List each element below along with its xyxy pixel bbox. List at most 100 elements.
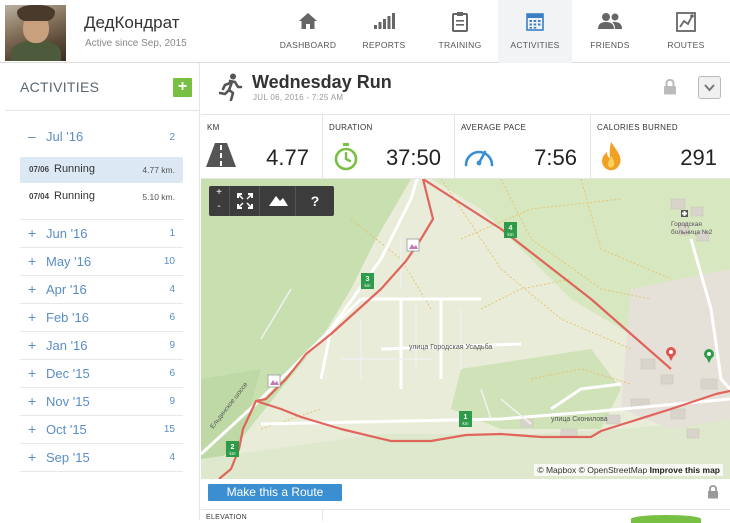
stat-value: 291: [680, 145, 717, 170]
activity-date: JUL 06, 2016 - 7:25 AM: [253, 93, 344, 102]
run-item[interactable]: 07/06 Running 4.77 km.: [20, 157, 183, 183]
map-route-icon: [676, 12, 696, 32]
stat-label: DURATION: [329, 123, 373, 132]
chevron-down-icon: [704, 84, 715, 92]
stat-average-pace: AVERAGE PACE 7:56: [455, 115, 591, 179]
svg-text:km: km: [463, 421, 469, 426]
month-count: 9: [169, 396, 175, 407]
month-group[interactable]: + May '16 10: [20, 248, 183, 276]
km-marker-4[interactable]: 4 km: [504, 222, 517, 238]
month-count: 9: [169, 340, 175, 351]
month-count: 15: [163, 424, 175, 435]
help-button[interactable]: ?: [310, 193, 320, 209]
month-group[interactable]: + Dec '15 6: [20, 360, 183, 388]
svg-text:2: 2: [231, 444, 235, 451]
photo-marker-icon[interactable]: [267, 374, 281, 388]
terrain-button[interactable]: [260, 186, 296, 216]
svg-text:km: km: [230, 451, 236, 456]
month-group[interactable]: + Feb '16 6: [20, 304, 183, 332]
route-map[interactable]: улица Городская Усадьба улица Сконилова …: [201, 179, 730, 479]
nav-friends[interactable]: FRIENDS: [572, 0, 648, 63]
month-group[interactable]: + Apr '16 4: [20, 276, 183, 304]
run-list: 07/06 Running 4.77 km. 07/04 Running 5.1…: [20, 157, 183, 220]
calendar-icon: [526, 13, 544, 31]
expand-icon: +: [28, 421, 37, 437]
flame-icon: [602, 142, 621, 171]
expand-icon: +: [28, 337, 37, 353]
nav-dashboard[interactable]: DASHBOARD: [270, 0, 346, 63]
stat-value: 37:50: [385, 145, 441, 170]
sidebar-header: ACTIVITIES +: [5, 63, 199, 111]
activities-sidebar: ACTIVITIES + – Jul '16 2 07/06 Running 4…: [5, 63, 200, 520]
activity-options-dropdown[interactable]: [698, 76, 721, 99]
month-count: 6: [169, 368, 175, 379]
expand-icon: +: [28, 281, 37, 297]
stat-duration: DURATION 37:50: [323, 115, 455, 179]
mapbox-credit-link[interactable]: © Mapbox: [537, 465, 577, 475]
month-name: Nov '15: [46, 394, 90, 409]
month-name: Jun '16: [46, 226, 88, 241]
clipboard-icon: [452, 12, 468, 32]
km-marker-2[interactable]: 2 km: [226, 441, 239, 457]
stat-label: KM: [207, 123, 220, 132]
nav-routes[interactable]: ROUTES: [648, 0, 724, 63]
stats-bar: KM 4.77 DURATION 37:50 AVERAGE PACE: [201, 114, 730, 179]
nav-training[interactable]: TRAINING: [422, 0, 498, 63]
nav-reports[interactable]: REPORTS: [346, 0, 422, 63]
month-name: Feb '16: [46, 310, 89, 325]
avatar[interactable]: [5, 5, 66, 61]
stat-value: 7:56: [534, 145, 577, 170]
lock-icon[interactable]: [707, 485, 719, 499]
lock-icon[interactable]: [663, 79, 677, 95]
month-group[interactable]: + Jun '16 1: [20, 220, 183, 248]
month-count: 2: [169, 132, 175, 143]
month-name: May '16: [46, 254, 92, 269]
svg-text:3: 3: [366, 276, 370, 283]
nav-label: ROUTES: [667, 40, 705, 50]
month-group[interactable]: + Oct '15 15: [20, 416, 183, 444]
nav-activities[interactable]: ACTIVITIES: [498, 0, 572, 63]
home-icon: [299, 13, 317, 29]
expand-icon: +: [28, 253, 37, 269]
month-group[interactable]: + Nov '15 9: [20, 388, 183, 416]
month-group[interactable]: + Jan '16 9: [20, 332, 183, 360]
stat-label: AVERAGE PACE: [461, 123, 527, 132]
zoom-in-button[interactable]: +: [216, 187, 222, 198]
make-route-button[interactable]: Make this a Route: [208, 484, 342, 501]
fullscreen-icon: [237, 193, 253, 209]
expand-icon: +: [28, 449, 37, 465]
nav-label: ACTIVITIES: [510, 40, 560, 50]
month-group[interactable]: + Sep '15 4: [20, 444, 183, 472]
elevation-strip: ELEVATION: [201, 509, 730, 523]
end-pin-icon[interactable]: [666, 347, 676, 361]
map-canvas[interactable]: улица Городская Усадьба улица Сконилова …: [201, 179, 730, 479]
svg-text:4: 4: [509, 225, 513, 232]
month-name: Dec '15: [46, 366, 90, 381]
fullscreen-button[interactable]: [230, 186, 260, 216]
osm-credit-link[interactable]: © OpenStreetMap: [578, 465, 648, 475]
zoom-out-button[interactable]: -: [217, 201, 221, 212]
km-marker-1[interactable]: 1 km: [459, 411, 472, 427]
start-pin-icon[interactable]: [704, 349, 714, 363]
speedometer-icon: [464, 150, 494, 167]
sidebar-title: ACTIVITIES: [20, 79, 100, 95]
month-group-jul-16[interactable]: – Jul '16 2: [20, 117, 183, 157]
elevation-graph: [631, 515, 701, 523]
improve-map-link[interactable]: Improve this map: [649, 465, 720, 475]
collapse-icon: –: [28, 128, 36, 144]
run-item[interactable]: 07/04 Running 5.10 km.: [20, 184, 183, 210]
km-marker-3[interactable]: 3 km: [361, 273, 374, 289]
nav-label: DASHBOARD: [279, 40, 337, 50]
stat-calories: CALORIES BURNED 291: [591, 115, 730, 179]
expand-icon: +: [28, 225, 37, 241]
photo-marker-icon[interactable]: [406, 238, 420, 252]
month-count: 6: [169, 312, 175, 323]
user-name[interactable]: ДедКондрат: [84, 13, 180, 32]
street-label: улица Сконилова: [551, 416, 608, 423]
activity-header: Wednesday Run JUL 06, 2016 - 7:25 AM: [201, 63, 730, 112]
stat-label: CALORIES BURNED: [597, 123, 678, 132]
add-activity-button[interactable]: +: [173, 78, 192, 97]
people-icon: [598, 13, 622, 29]
month-name: Apr '16: [46, 282, 87, 297]
stopwatch-icon: [334, 143, 358, 171]
